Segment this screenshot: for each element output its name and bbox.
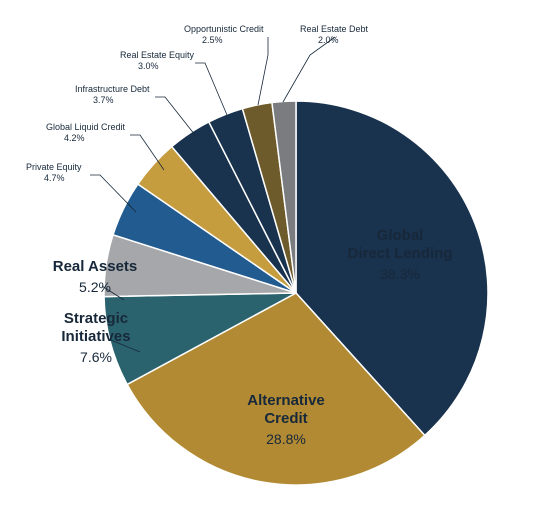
slice-label: Real Estate Equity: [120, 50, 195, 60]
leader-line: [195, 63, 227, 115]
slice-pct: 3.7%: [93, 95, 114, 105]
slice-label: Credit: [264, 410, 307, 427]
slice-pct: 28.8%: [266, 431, 306, 447]
slice-label: Opportunistic Credit: [184, 24, 264, 34]
slice-pct: 5.2%: [79, 279, 111, 295]
slice-pct: 3.0%: [138, 61, 159, 71]
slice-pct: 38.3%: [380, 266, 420, 282]
slice-pct: 7.6%: [80, 349, 112, 365]
slice-label: Real Assets: [53, 258, 138, 275]
slice-label: Private Equity: [26, 162, 82, 172]
slice-label: Alternative: [247, 392, 325, 409]
leader-line: [283, 37, 335, 102]
allocation-pie-chart: GlobalDirect Lending 38.3% AlternativeCred…: [0, 0, 551, 513]
slice-label: Global: [377, 227, 424, 244]
leader-line: [258, 37, 268, 105]
slice-label: Infrastructure Debt: [75, 84, 150, 94]
leader-line: [155, 97, 195, 135]
slice-label: Global Liquid Credit: [46, 122, 126, 132]
slice-pct: 2.0%: [318, 35, 339, 45]
slice-pct: 2.5%: [202, 35, 223, 45]
slice-label: Real Estate Debt: [300, 24, 369, 34]
slice-label: Strategic: [64, 310, 128, 327]
slice-pct: 4.7%: [44, 173, 65, 183]
slice-label: Initiatives: [61, 328, 130, 345]
slice-pct: 4.2%: [64, 133, 85, 143]
slice-label: Direct Lending: [347, 245, 452, 262]
